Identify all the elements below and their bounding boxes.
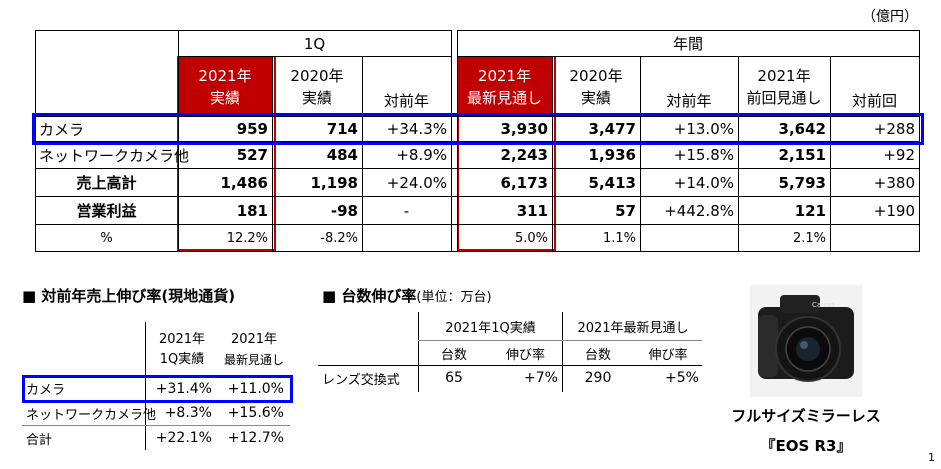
col-header-2021-1q: 2021年 実績 — [198, 67, 252, 107]
table-cell: 2.1% — [792, 230, 826, 246]
table-cell: 959 — [236, 120, 268, 138]
table-cell: +13.0% — [673, 120, 734, 138]
product-caption-line2: 『EOS R3』 — [760, 437, 852, 455]
col-header-yoy-annual: 対前年 — [666, 91, 712, 110]
growth-header-forecast: 2021年 最新見通し — [223, 332, 284, 367]
table-cell: +12.7% — [227, 430, 284, 446]
table-cell: +92 — [883, 146, 915, 164]
table-cell: 3,477 — [588, 120, 636, 138]
camera-row-highlight — [32, 113, 924, 145]
table-cell: 57 — [615, 201, 636, 220]
table-cell: 484 — [326, 146, 358, 164]
units-row-label-interchangeable: レンズ交換式 — [322, 372, 400, 388]
table-cell — [830, 225, 919, 251]
table-cell — [640, 225, 738, 251]
page-number: 1 — [928, 451, 935, 464]
row-label-total-sales: 売上高計 — [76, 174, 137, 192]
table-cell: +288 — [873, 120, 915, 138]
units-subheader: 台数 — [440, 347, 467, 363]
table-cell: 6,173 — [500, 173, 548, 192]
table-cell: +5% — [665, 370, 699, 386]
table-cell: 5,793 — [778, 173, 826, 192]
table-cell: 2,151 — [778, 146, 826, 164]
units-subheader: 伸び率 — [648, 347, 688, 363]
col-header-yoy-1q: 対前年 — [383, 91, 429, 110]
growth-header-1q: 2021年 1Q実績 — [158, 332, 206, 367]
col-header-vs-previous: 対前回 — [851, 91, 897, 110]
table-cell: +24.0% — [386, 173, 447, 192]
table-cell: 1,486 — [220, 173, 268, 192]
growth-row-label-camera: カメラ — [26, 383, 66, 398]
table-cell: 714 — [326, 120, 358, 138]
highlight-2021-1q — [178, 56, 273, 116]
col-header-2020-1q: 2020年 実績 — [290, 67, 344, 107]
table-cell: 5,413 — [588, 173, 636, 192]
camera-product-image: Canon — [750, 285, 862, 397]
row-label-camera: カメラ — [39, 120, 85, 139]
table-cell: 527 — [236, 146, 268, 164]
units-subheader: 台数 — [584, 347, 611, 363]
row-label-operating-profit: 営業利益 — [76, 202, 137, 220]
table-cell: -8.2% — [320, 230, 358, 246]
row-label-network-camera: ネットワークカメラ他 — [39, 146, 190, 165]
growth-row-label-total: 合計 — [26, 432, 53, 448]
units-group-header-forecast: 2021年最新見通し — [577, 320, 689, 336]
group-header-annual: 年間 — [672, 35, 703, 53]
col-header-2021-previous: 2021年 前回見通し — [746, 67, 822, 107]
product-caption-line1: フルサイズミラーレス — [731, 407, 881, 425]
table-cell: -98 — [330, 201, 358, 220]
table-cell: +34.3% — [386, 120, 447, 138]
table-cell: 5.0% — [514, 230, 548, 246]
table-cell: - — [403, 201, 410, 220]
table-cell: +442.8% — [664, 201, 734, 220]
table-cell: 311 — [516, 201, 548, 220]
table-cell: +15.8% — [673, 146, 734, 164]
table-cell: +380 — [873, 173, 915, 192]
col-header-2021-forecast: 2021年 最新見通し — [466, 67, 542, 107]
growth-camera-highlight — [22, 375, 293, 403]
highlight-2021-forecast — [458, 56, 553, 116]
row-label-margin: % — [100, 230, 113, 246]
table-cell: 65 — [445, 370, 463, 386]
units-subheader: 伸び率 — [505, 347, 545, 363]
table-cell: 12.2% — [226, 230, 268, 246]
table-cell — [362, 225, 451, 251]
highlight-2021-forecast-outline — [457, 56, 556, 251]
table-cell: +14.0% — [673, 173, 734, 192]
table-cell: +22.1% — [155, 430, 212, 446]
growth-row-label-network: ネットワークカメラ他 — [26, 407, 157, 423]
table-cell: 290 — [584, 370, 612, 386]
table-cell: 3,930 — [500, 120, 548, 138]
units-group-header-1q: 2021年1Q実績 — [445, 320, 536, 336]
growth-table-title: ■ 対前年売上伸び率(現地通貨) — [22, 287, 236, 305]
table-cell: +8.3% — [164, 405, 212, 421]
units-table-title: ■ 台数伸び率(単位：万台) — [322, 287, 492, 305]
col-header-2020-annual: 2020年 実績 — [569, 67, 623, 107]
table-cell: 1.1% — [602, 230, 636, 246]
table-cell: 121 — [794, 201, 826, 220]
camera-logo: Canon — [812, 301, 834, 309]
table-cell: +8.9% — [396, 146, 447, 164]
unit-label: （億円） — [862, 9, 918, 25]
table-cell: +7% — [524, 370, 558, 386]
table-cell: 1,198 — [310, 173, 358, 192]
table-cell: 3,642 — [778, 120, 826, 138]
table-cell: 2,243 — [500, 146, 548, 164]
table-cell: +15.6% — [227, 405, 284, 421]
table-cell: 181 — [236, 201, 268, 220]
table-cell: +190 — [873, 201, 915, 220]
group-header-1q: 1Q — [303, 34, 326, 53]
table-cell: +11.0% — [227, 380, 284, 397]
table-cell: +31.4% — [155, 380, 212, 397]
table-cell: 1,936 — [588, 146, 636, 164]
